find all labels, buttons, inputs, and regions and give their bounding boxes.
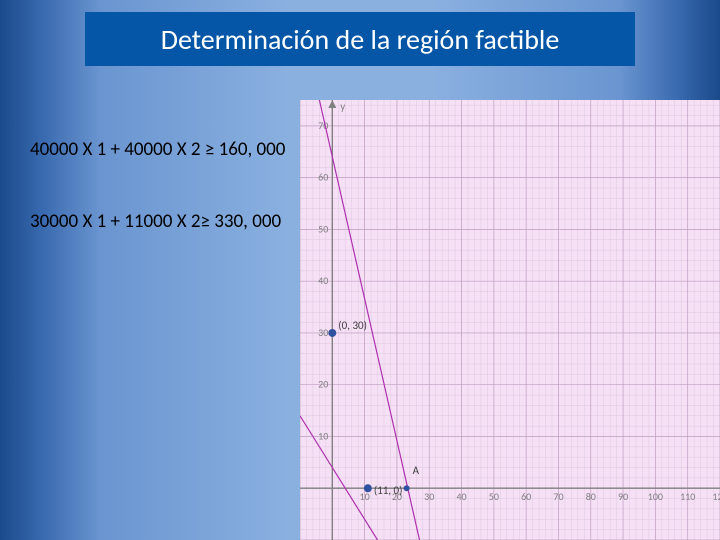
- svg-text:50: 50: [489, 490, 499, 503]
- svg-text:70: 70: [553, 490, 563, 503]
- slide: Determinación de la región factible 4000…: [0, 0, 720, 540]
- svg-text:A: A: [413, 464, 420, 477]
- svg-text:(0, 30): (0, 30): [338, 319, 367, 332]
- svg-text:20: 20: [318, 378, 328, 391]
- svg-text:100: 100: [648, 490, 663, 503]
- equation-1: 40000 X 1 + 40000 X 2 ≥ 160, 000: [30, 138, 285, 161]
- svg-text:120: 120: [712, 490, 720, 503]
- svg-text:(11, 0): (11, 0): [374, 484, 403, 497]
- svg-text:10: 10: [318, 429, 328, 442]
- svg-text:80: 80: [586, 490, 596, 503]
- equation-2: 30000 X 1 + 11000 X 2≥ 330, 000: [30, 210, 281, 233]
- svg-text:40: 40: [318, 274, 328, 287]
- svg-text:60: 60: [318, 171, 328, 184]
- svg-text:40: 40: [456, 490, 466, 503]
- svg-text:y: y: [340, 100, 345, 113]
- svg-text:90: 90: [618, 490, 628, 503]
- svg-text:110: 110: [680, 490, 695, 503]
- feasible-region-chart: 1020304050607080901001101201020304050607…: [300, 100, 720, 540]
- svg-text:60: 60: [521, 490, 531, 503]
- svg-text:30: 30: [424, 490, 434, 503]
- svg-text:50: 50: [318, 222, 328, 235]
- title-box: Determinación de la región factible: [85, 12, 635, 66]
- svg-text:30: 30: [318, 326, 328, 339]
- title-text: Determinación de la región factible: [161, 22, 560, 57]
